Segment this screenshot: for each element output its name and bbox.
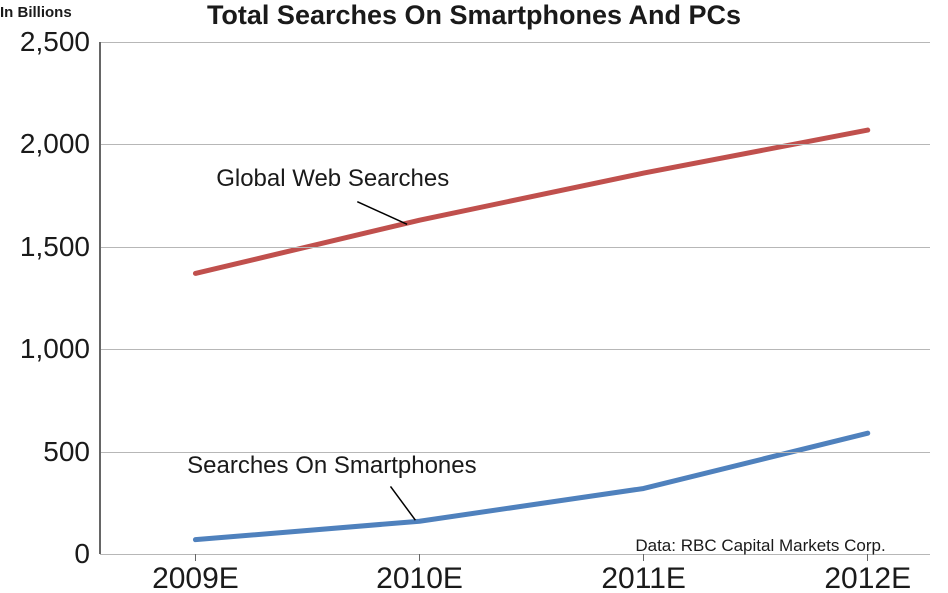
- series-label: Searches On Smartphones: [187, 452, 477, 480]
- gridline: [100, 349, 930, 350]
- series-line: [195, 130, 867, 273]
- gridline: [100, 42, 930, 43]
- gridline: [100, 247, 930, 248]
- y-tick-label: 2,500: [20, 26, 90, 58]
- x-tick-mark: [195, 554, 196, 561]
- y-tick-label: 0: [74, 538, 90, 570]
- x-tick-label: 2009E: [152, 562, 239, 593]
- y-tick-label: 500: [43, 436, 90, 468]
- data-attribution: Data: RBC Capital Markets Corp.: [635, 536, 885, 556]
- plot-area: 05001,0001,5002,0002,5002009E2010E2011E2…: [100, 42, 930, 554]
- gridline: [100, 144, 930, 145]
- y-axis-unit-label: In Billions: [0, 4, 72, 21]
- line-chart: Total Searches On Smartphones And PCs In…: [0, 0, 948, 593]
- x-tick-mark: [419, 554, 420, 561]
- y-tick-label: 1,500: [20, 231, 90, 263]
- series-label: Global Web Searches: [216, 165, 449, 193]
- x-tick-label: 2011E: [601, 562, 686, 593]
- callout-line: [391, 486, 416, 520]
- callout-line: [357, 202, 407, 225]
- y-tick-label: 1,000: [20, 333, 90, 365]
- y-tick-label: 2,000: [20, 128, 90, 160]
- y-axis-line: [99, 42, 101, 554]
- x-tick-label: 2012E: [824, 562, 911, 593]
- series-line: [195, 433, 867, 539]
- x-tick-label: 2010E: [376, 562, 463, 593]
- chart-title: Total Searches On Smartphones And PCs: [0, 0, 948, 31]
